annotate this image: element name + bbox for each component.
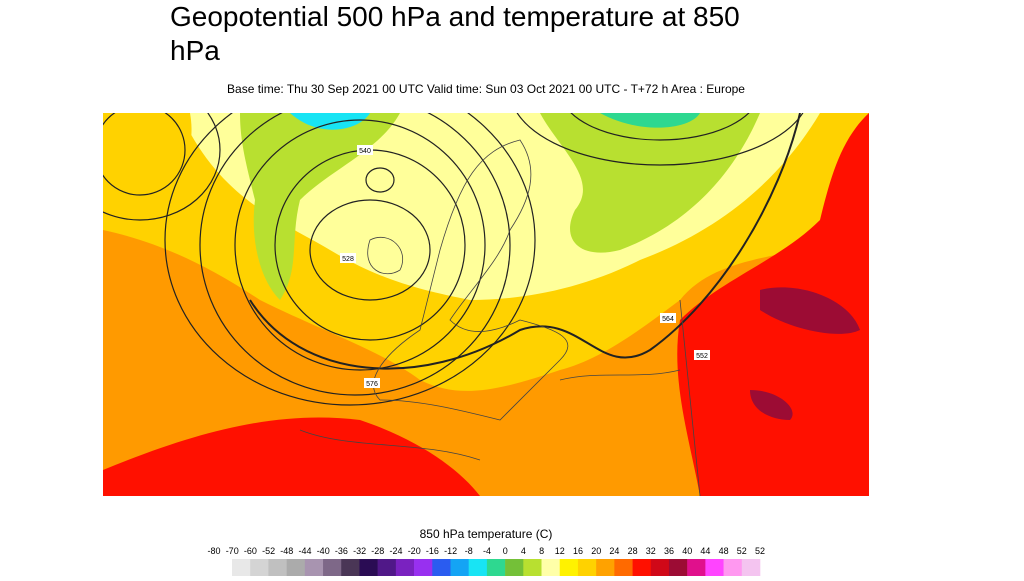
legend-swatch <box>596 559 615 576</box>
legend-swatch <box>723 559 743 576</box>
legend-label: 16 <box>573 546 583 556</box>
contour-label-bg <box>340 253 356 263</box>
contour-label-bg <box>364 378 380 388</box>
legend-label: -60 <box>244 546 257 556</box>
legend-label: 4 <box>521 546 526 556</box>
temp-field <box>600 113 700 128</box>
legend-label: 44 <box>700 546 710 556</box>
contour-label: 576 <box>366 381 378 388</box>
legend-label: -70 <box>226 546 239 556</box>
legend-label: 8 <box>539 546 544 556</box>
legend-swatch <box>395 559 415 576</box>
legend-swatch <box>614 559 633 576</box>
legend-swatch <box>577 559 597 576</box>
legend-swatch <box>541 559 561 576</box>
contour-label: 528 <box>342 256 354 263</box>
legend-label: -20 <box>408 546 421 556</box>
temp-field <box>103 113 192 192</box>
temp-field <box>240 113 400 300</box>
legend-label: -4 <box>483 546 491 556</box>
legend-label: -40 <box>317 546 330 556</box>
temp-field <box>290 113 370 130</box>
legend-label: 32 <box>646 546 656 556</box>
subtitle: Base time: Thu 30 Sep 2021 00 UTC Valid … <box>227 82 745 96</box>
legend-label: -52 <box>262 546 275 556</box>
legend-swatch <box>268 559 287 576</box>
legend-swatch <box>232 559 251 576</box>
legend-label: 0 <box>503 546 508 556</box>
legend-label: 36 <box>664 546 674 556</box>
legend-label: -80 <box>207 546 220 556</box>
legend-label: -44 <box>298 546 311 556</box>
legend-swatch <box>705 559 724 576</box>
legend-swatch <box>414 559 433 576</box>
legend-label: -24 <box>389 546 402 556</box>
legend-swatch <box>486 559 506 576</box>
legend-swatch <box>286 559 306 576</box>
legend-swatch <box>559 559 579 576</box>
legend-label: -8 <box>465 546 473 556</box>
title-line: Geopotential 500 hPa and temperature at … <box>170 1 740 66</box>
legend-swatch <box>468 559 488 576</box>
legend-label: 20 <box>591 546 601 556</box>
legend-swatch <box>523 559 542 576</box>
title-wrap: hPa <box>170 35 220 66</box>
legend-swatch <box>632 559 652 576</box>
legend-label: 52 <box>755 546 765 556</box>
legend-swatch <box>323 559 342 576</box>
legend-label: -16 <box>426 546 439 556</box>
temp-field <box>750 287 860 420</box>
legend-label: 52 <box>737 546 747 556</box>
contour-label-bg <box>357 145 373 155</box>
legend-swatch <box>250 559 269 576</box>
legend-swatch <box>450 559 469 576</box>
legend-swatch <box>505 559 524 576</box>
legend-label: 12 <box>555 546 565 556</box>
legend-label: -12 <box>444 546 457 556</box>
legend-label: -48 <box>280 546 293 556</box>
legend-swatch <box>377 559 397 576</box>
contour-label-bg <box>660 313 676 323</box>
legend-title: 850 hPa temperature (C) <box>420 527 553 541</box>
legend-label: 40 <box>682 546 692 556</box>
temp-field <box>540 113 760 253</box>
legend-label: 24 <box>609 546 619 556</box>
legend-swatch <box>359 559 378 576</box>
legend-swatch <box>668 559 688 576</box>
legend-swatch <box>432 559 451 576</box>
legend-swatch <box>341 559 360 576</box>
legend-label: -28 <box>371 546 384 556</box>
coastlines <box>299 139 701 496</box>
legend-swatch <box>304 559 324 576</box>
legend-swatch <box>687 559 706 576</box>
legend-swatch <box>741 559 761 576</box>
contour-label: 564 <box>662 316 674 323</box>
legend-label: -32 <box>353 546 366 556</box>
geopotential-contours <box>103 113 804 406</box>
legend-swatch <box>650 559 670 576</box>
legend-label: 48 <box>719 546 729 556</box>
contour-label: 540 <box>359 148 371 155</box>
legend-label: -36 <box>335 546 348 556</box>
legend-label: 28 <box>628 546 638 556</box>
contour-label-bg <box>694 350 710 360</box>
temp-field <box>103 417 480 496</box>
contour-label: 552 <box>696 353 708 360</box>
